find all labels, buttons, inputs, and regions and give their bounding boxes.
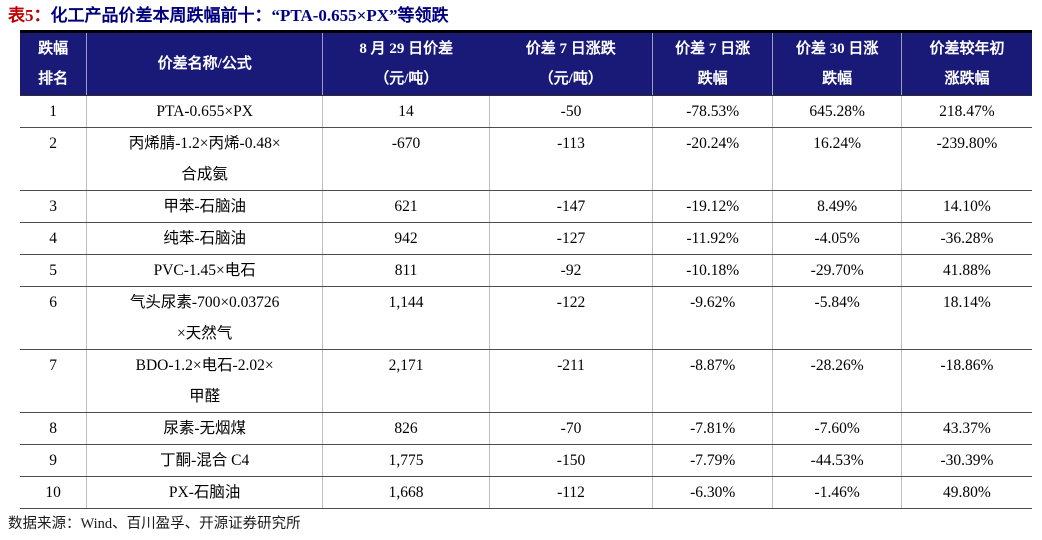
spread-cell: -670 (322, 127, 490, 191)
rank-cell: 9 (20, 444, 87, 477)
table-row: 6 气头尿素-700×0.03726 ×天然气 1,144 -122 -9.62… (20, 286, 1032, 350)
pct7-cell: -11.92% (651, 222, 773, 255)
name-cell: 丙烯腈-1.2×丙烯-0.48× 合成氨 (86, 127, 323, 191)
rank-cell: 3 (20, 190, 87, 223)
name-cell: 纯苯-石脑油 (86, 222, 323, 255)
pct7-cell: -7.79% (651, 444, 773, 477)
pct7-cell: -8.87% (651, 349, 773, 413)
pct30-cell: -5.84% (772, 286, 902, 350)
pct-ytd-cell: 41.88% (900, 254, 1032, 287)
pct7-cell: -10.18% (651, 254, 773, 287)
table-row: 8 尿素-无烟煤 826 -70 -7.81% -7.60% 43.37% (20, 412, 1032, 445)
pct-ytd-cell: 14.10% (900, 190, 1032, 223)
chg7-cell: -147 (489, 190, 653, 223)
header-pct30: 价差 30 日涨 跌幅 (772, 30, 902, 96)
table-title-text: 化工产品价差本周跌幅前十：“PTA-0.655×PX”等领跌 (50, 6, 449, 25)
header-chg7: 价差 7 日涨跌 （元/吨） (489, 30, 653, 96)
pct7-cell: -19.12% (651, 190, 773, 223)
table-header-row: 跌幅 排名 价差名称/公式 8 月 29 日价差 （元/吨） 价差 7 日涨跌 … (20, 30, 1032, 96)
table-body: 1 PTA-0.655×PX 14 -50 -78.53% 645.28% 21… (20, 95, 1032, 509)
rank-cell: 10 (20, 476, 87, 509)
spread-cell: 942 (322, 222, 490, 255)
name-cell: 甲苯-石脑油 (86, 190, 323, 223)
rank-cell: 4 (20, 222, 87, 255)
spread-cell: 621 (322, 190, 490, 223)
pct30-cell: -29.70% (772, 254, 902, 287)
table-row: 4 纯苯-石脑油 942 -127 -11.92% -4.05% -36.28% (20, 222, 1032, 255)
pct30-cell: -28.26% (772, 349, 902, 413)
pct30-cell: 645.28% (772, 95, 902, 128)
name-cell: 气头尿素-700×0.03726 ×天然气 (86, 286, 323, 350)
pct-ytd-cell: 43.37% (900, 412, 1032, 445)
header-spread: 8 月 29 日价差 （元/吨） (322, 30, 490, 96)
pct-ytd-cell: -18.86% (900, 349, 1032, 413)
pct7-cell: -6.30% (651, 476, 773, 509)
header-rank: 跌幅 排名 (20, 30, 87, 96)
table-title: 表5：化工产品价差本周跌幅前十：“PTA-0.655×PX”等领跌 (0, 0, 1042, 30)
table-row: 5 PVC-1.45×电石 811 -92 -10.18% -29.70% 41… (20, 254, 1032, 287)
header-pct7: 价差 7 日涨 跌幅 (651, 30, 773, 96)
spread-cell: 1,668 (322, 476, 490, 509)
rank-cell: 7 (20, 349, 87, 413)
chg7-cell: -70 (489, 412, 653, 445)
rank-cell: 5 (20, 254, 87, 287)
chg7-cell: -150 (489, 444, 653, 477)
header-name: 价差名称/公式 (86, 30, 323, 96)
pct-ytd-cell: -239.80% (900, 127, 1032, 191)
spread-cell: 14 (322, 95, 490, 128)
table-row: 2 丙烯腈-1.2×丙烯-0.48× 合成氨 -670 -113 -20.24%… (20, 127, 1032, 191)
pct7-cell: -78.53% (651, 95, 773, 128)
spread-cell: 2,171 (322, 349, 490, 413)
chg7-cell: -127 (489, 222, 653, 255)
spread-cell: 1,775 (322, 444, 490, 477)
spread-cell: 1,144 (322, 286, 490, 350)
pct-ytd-cell: 18.14% (900, 286, 1032, 350)
pct30-cell: -4.05% (772, 222, 902, 255)
name-cell: PVC-1.45×电石 (86, 254, 323, 287)
spread-cell: 826 (322, 412, 490, 445)
table-row: 10 PX-石脑油 1,668 -112 -6.30% -1.46% 49.80… (20, 476, 1032, 509)
pct30-cell: 8.49% (772, 190, 902, 223)
pct30-cell: -44.53% (772, 444, 902, 477)
name-cell: PTA-0.655×PX (86, 95, 323, 128)
pct-ytd-cell: -30.39% (900, 444, 1032, 477)
table-row: 7 BDO-1.2×电石-2.02× 甲醛 2,171 -211 -8.87% … (20, 349, 1032, 413)
chg7-cell: -50 (489, 95, 653, 128)
data-source-note: 数据来源：Wind、百川盈孚、开源证券研究所 (8, 516, 301, 532)
pct7-cell: -9.62% (651, 286, 773, 350)
header-pct-ytd: 价差较年初 涨跌幅 (900, 30, 1032, 96)
pct7-cell: -20.24% (651, 127, 773, 191)
chg7-cell: -211 (489, 349, 653, 413)
name-cell: PX-石脑油 (86, 476, 323, 509)
spread-cell: 811 (322, 254, 490, 287)
table-row: 3 甲苯-石脑油 621 -147 -19.12% 8.49% 14.10% (20, 190, 1032, 223)
name-cell: 丁酮-混合 C4 (86, 444, 323, 477)
name-cell: BDO-1.2×电石-2.02× 甲醛 (86, 349, 323, 413)
table-row: 9 丁酮-混合 C4 1,775 -150 -7.79% -44.53% -30… (20, 444, 1032, 477)
rank-cell: 8 (20, 412, 87, 445)
pct-ytd-cell: 218.47% (900, 95, 1032, 128)
name-cell: 尿素-无烟煤 (86, 412, 323, 445)
table-header: 跌幅 排名 价差名称/公式 8 月 29 日价差 （元/吨） 价差 7 日涨跌 … (20, 30, 1032, 96)
table-title-prefix: 表5： (8, 6, 51, 25)
pct30-cell: -1.46% (772, 476, 902, 509)
pct30-cell: -7.60% (772, 412, 902, 445)
chg7-cell: -113 (489, 127, 653, 191)
rank-cell: 6 (20, 286, 87, 350)
price-spread-table: 跌幅 排名 价差名称/公式 8 月 29 日价差 （元/吨） 价差 7 日涨跌 … (20, 30, 1032, 509)
table-row: 1 PTA-0.655×PX 14 -50 -78.53% 645.28% 21… (20, 95, 1032, 128)
pct-ytd-cell: -36.28% (900, 222, 1032, 255)
rank-cell: 2 (20, 127, 87, 191)
rank-cell: 1 (20, 95, 87, 128)
chg7-cell: -92 (489, 254, 653, 287)
chg7-cell: -122 (489, 286, 653, 350)
pct7-cell: -7.81% (651, 412, 773, 445)
pct-ytd-cell: 49.80% (900, 476, 1032, 509)
chg7-cell: -112 (489, 476, 653, 509)
pct30-cell: 16.24% (772, 127, 902, 191)
